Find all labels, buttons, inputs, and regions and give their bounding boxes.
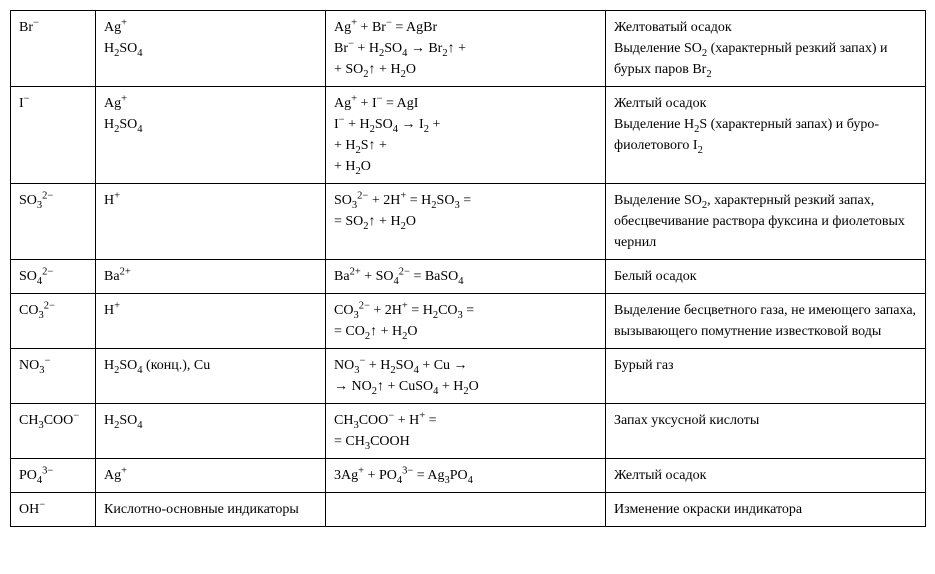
cell-ion: I− — [11, 87, 96, 184]
cell-reagent: Ag+ — [96, 459, 326, 493]
cell-observation: Выделение SO2, характерный резкий запах,… — [606, 184, 926, 260]
cell-reagent: Кислотно-основные индикаторы — [96, 493, 326, 527]
cell-reagent: H2SO4 (конц.), Cu — [96, 349, 326, 404]
cell-observation: Бурый газ — [606, 349, 926, 404]
table-row: OH−Кислотно-основные индикаторы Изменение… — [11, 493, 926, 527]
cell-observation: Желтый осадокВыделение H2S (характерный … — [606, 87, 926, 184]
cell-reaction — [326, 493, 606, 527]
cell-ion: NO3− — [11, 349, 96, 404]
cell-reagent: H+ — [96, 184, 326, 260]
cell-ion: CO32− — [11, 294, 96, 349]
cell-ion: SO42− — [11, 260, 96, 294]
cell-observation: Запах уксусной кислоты — [606, 404, 926, 459]
cell-observation: Желтый осадок — [606, 459, 926, 493]
cell-observation: Изменение окраски индикатора — [606, 493, 926, 527]
table-row: CO32−H+CO32− + 2H+ = H2CO3 == CO2↑ + H2O… — [11, 294, 926, 349]
table-row: Br−Ag+H2SO4Ag+ + Br− = AgBrBr− + H2SO4 →… — [11, 11, 926, 87]
cell-reagent: Ba2+ — [96, 260, 326, 294]
cell-ion: CH3COO− — [11, 404, 96, 459]
cell-reagent: Ag+H2SO4 — [96, 11, 326, 87]
cell-observation: Выделение бесцветного газа, не имеющего … — [606, 294, 926, 349]
cell-reaction: NO3− + H2SO4 + Cu →→ NO2↑ + CuSO4 + H2O — [326, 349, 606, 404]
cell-reaction: 3Ag+ + PO43− = Ag3PO4 — [326, 459, 606, 493]
cell-ion: SO32− — [11, 184, 96, 260]
table-row: NO3−H2SO4 (конц.), CuNO3− + H2SO4 + Cu →… — [11, 349, 926, 404]
table-row: CH3COO−H2SO4CH3COO− + H+ == CH3COOHЗапах… — [11, 404, 926, 459]
cell-reaction: SO32− + 2H+ = H2SO3 == SO2↑ + H2O — [326, 184, 606, 260]
cell-reaction: Ba2+ + SO42− = BaSO4 — [326, 260, 606, 294]
table-row: I−Ag+H2SO4Ag+ + I− = AgII− + H2SO4 → I2 … — [11, 87, 926, 184]
cell-reagent: Ag+H2SO4 — [96, 87, 326, 184]
cell-observation: Белый осадок — [606, 260, 926, 294]
table-row: SO32−H+SO32− + 2H+ = H2SO3 == SO2↑ + H2O… — [11, 184, 926, 260]
table-row: PO43−Ag+3Ag+ + PO43− = Ag3PO4Желтый осад… — [11, 459, 926, 493]
cell-reagent: H+ — [96, 294, 326, 349]
cell-reaction: CO32− + 2H+ = H2CO3 == CO2↑ + H2O — [326, 294, 606, 349]
cell-reaction: CH3COO− + H+ == CH3COOH — [326, 404, 606, 459]
cell-reaction: Ag+ + I− = AgII− + H2SO4 → I2 ++ H2S↑ ++… — [326, 87, 606, 184]
cell-reagent: H2SO4 — [96, 404, 326, 459]
cell-ion: PO43− — [11, 459, 96, 493]
cell-ion: OH− — [11, 493, 96, 527]
ion-detection-table: Br−Ag+H2SO4Ag+ + Br− = AgBrBr− + H2SO4 →… — [10, 10, 926, 527]
cell-reaction: Ag+ + Br− = AgBrBr− + H2SO4 → Br2↑ ++ SO… — [326, 11, 606, 87]
cell-observation: Желтоватый осадокВыделение SO2 (характер… — [606, 11, 926, 87]
cell-ion: Br− — [11, 11, 96, 87]
table-row: SO42−Ba2+Ba2+ + SO42− = BaSO4Белый осадо… — [11, 260, 926, 294]
table-body: Br−Ag+H2SO4Ag+ + Br− = AgBrBr− + H2SO4 →… — [11, 11, 926, 527]
